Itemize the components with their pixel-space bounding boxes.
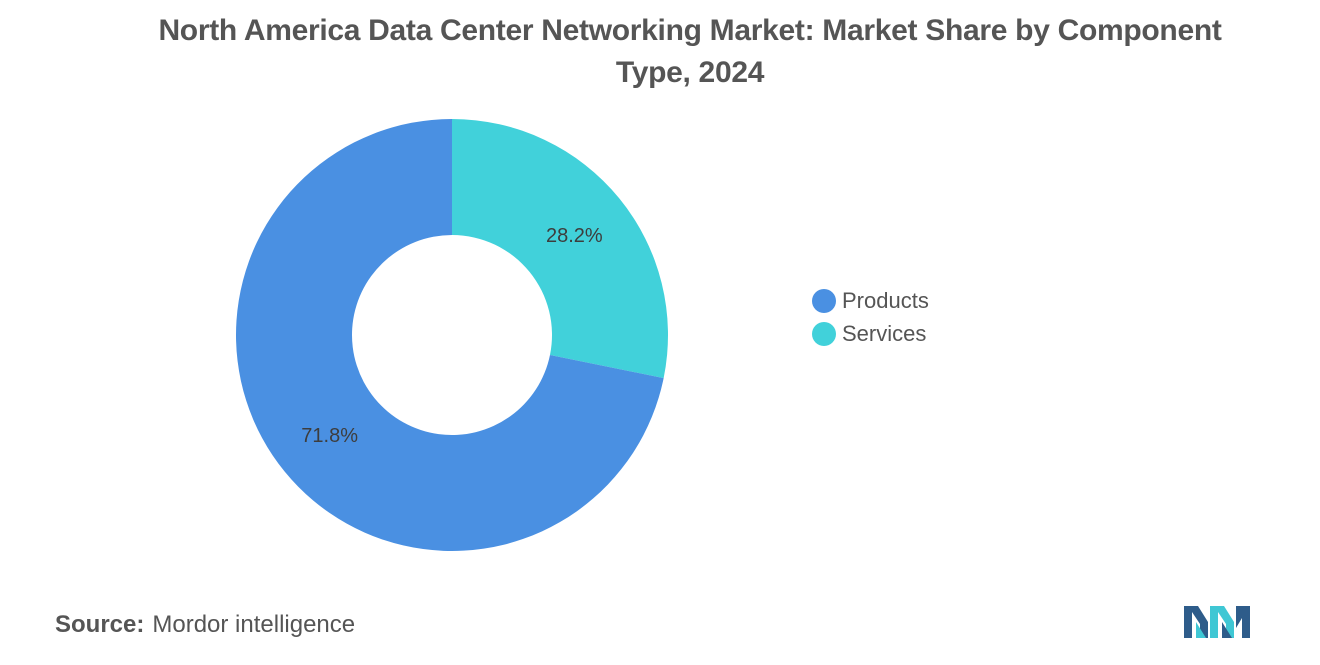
slice-services[interactable] — [452, 119, 669, 379]
legend-label-products: Products — [842, 287, 929, 313]
data-label-services: 28.2% — [546, 225, 603, 247]
chart-title: North America Data Center Networking Mar… — [158, 14, 1222, 89]
slice-products[interactable] — [235, 119, 664, 551]
legend-label-services: Services — [842, 320, 927, 346]
source-label: Source: — [55, 611, 145, 638]
legend-item-services[interactable]: Services — [812, 317, 929, 350]
legend-swatch-products — [812, 288, 836, 313]
donut-data-labels: 28.2% 71.8% — [301, 225, 603, 447]
source-text: Mordor intelligence — [152, 611, 356, 638]
legend-swatch-services — [812, 321, 836, 346]
mordor-intelligence-logo-icon — [1184, 606, 1250, 638]
source-note: Source: Mordor intelligence — [55, 611, 355, 639]
data-label-products: 71.8% — [301, 425, 358, 447]
legend-item-products[interactable]: Products — [812, 284, 929, 317]
chart-legend: Products Services — [812, 284, 929, 350]
donut-slices — [235, 119, 669, 551]
